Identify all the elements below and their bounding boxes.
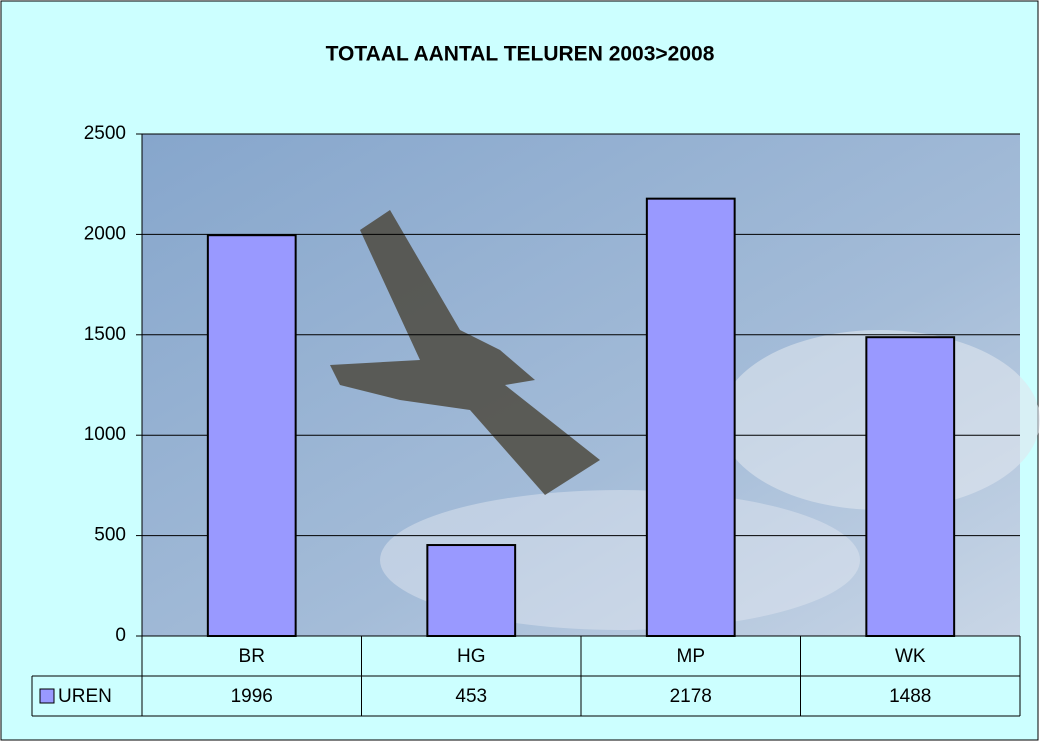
bar [206,234,297,638]
y-tick-label: 2500 [84,123,126,144]
table-value: 1996 [231,686,273,707]
x-tick-label: HG [457,646,486,667]
plot: 0 500 1000 1500 2000 2500 UREN 1996 453 2178 1488 B… [31,123,1021,717]
legend-label: UREN [58,686,112,707]
bar [426,544,517,637]
y-tick-label: 1500 [84,324,126,345]
y-tick-label: 0 [115,625,126,646]
x-tick-label: BR [239,646,265,667]
chart-title: TOTAAL AANTAL TELUREN 2003>2008 [326,43,715,66]
y-tick-label: 500 [94,525,126,546]
table-value: 1488 [889,686,931,707]
y-tick-label: 1000 [84,424,126,445]
legend-key [39,688,55,704]
table-value: 2178 [670,686,712,707]
x-tick-label: MP [677,646,706,667]
x-tick-label: WK [895,646,926,667]
table-value: 453 [455,686,487,707]
y-tick-label: 2000 [84,223,126,244]
bird [330,210,600,495]
bar [865,336,956,637]
bar [645,197,736,637]
